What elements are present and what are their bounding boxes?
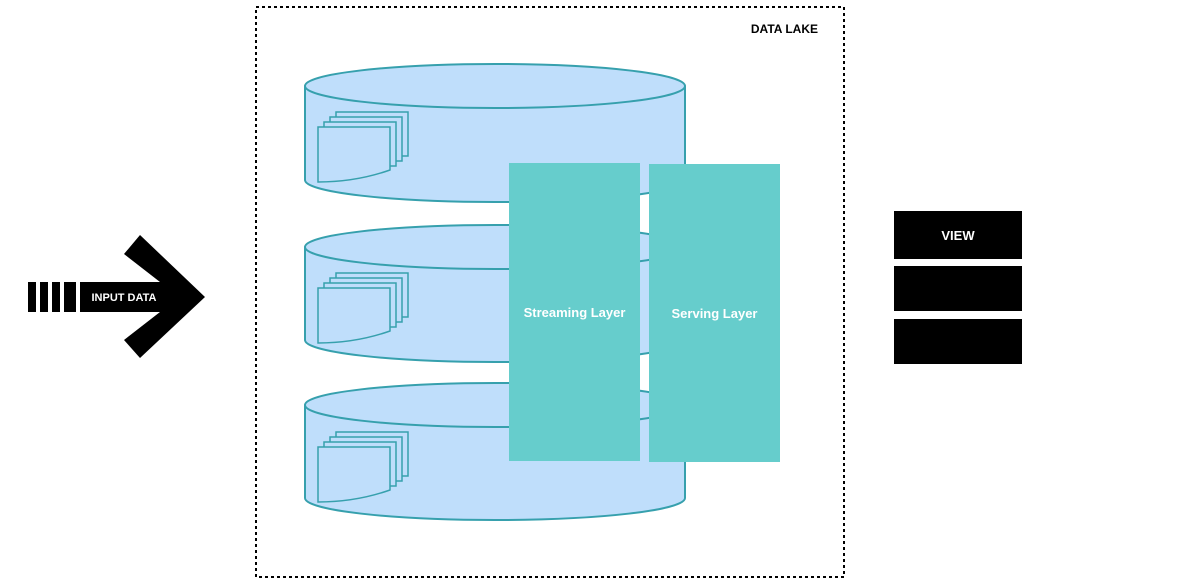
arrow-body [80,235,205,358]
view-block [894,266,1022,311]
arrow-tail-stripe [52,282,60,312]
arrow-tail-stripe [40,282,48,312]
data-lake-title: DATA LAKE [751,22,818,36]
view-block [894,211,1022,259]
documents-icon [317,272,409,344]
view-block [894,319,1022,364]
view-stack: VIEW [894,211,1022,364]
streaming-layer: Streaming Layer [509,163,640,461]
data-lake-boundary [255,6,845,578]
serving-layer-box [649,164,780,462]
arrow-tail-stripe [28,282,36,312]
streaming-layer-label: Streaming Layer [524,305,626,320]
view-label: VIEW [941,228,975,243]
serving-layer-label: Serving Layer [672,306,758,321]
arrow-tail-stripe [64,282,76,312]
serving-layer: Serving Layer [649,164,780,462]
cylinder-top [304,63,686,109]
documents-icon [317,111,409,183]
documents-icon [317,431,409,503]
streaming-layer-box [509,163,640,461]
input-data-label: INPUT DATA [92,292,157,304]
input-data-arrow: INPUT DATA [28,235,205,358]
